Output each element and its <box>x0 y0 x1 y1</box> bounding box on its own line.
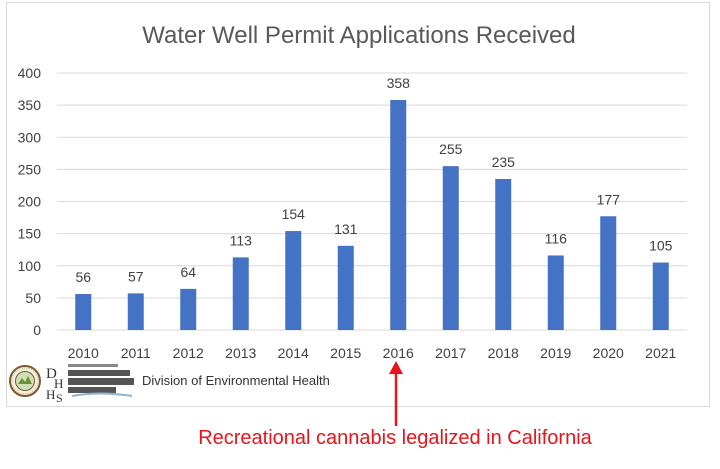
bar-2020 <box>600 216 617 330</box>
data-label-2014: 154 <box>282 206 306 222</box>
data-labels: 56 57 64 113 154 131 358 255 235 116 177 105 <box>75 75 672 285</box>
dhhs-logo: D H H S <box>8 358 138 405</box>
data-label-2018: 235 <box>492 154 516 170</box>
y-tick-label: 300 <box>18 129 42 145</box>
y-tick-label: 100 <box>18 258 42 274</box>
chart-frame: Water Well Permit Applications Received … <box>6 2 710 407</box>
x-tick-label-2013: 2013 <box>225 345 256 361</box>
bar-2015 <box>337 245 354 330</box>
x-tick-label-2020: 2020 <box>593 345 624 361</box>
bar-2012 <box>180 288 197 330</box>
county-seal-icon <box>9 365 41 397</box>
y-tick-label: 50 <box>25 290 41 306</box>
svg-text:H: H <box>46 387 55 402</box>
x-tick-label-2010: 2010 <box>68 345 99 361</box>
gridlines <box>57 72 687 331</box>
bar-2010 <box>75 294 92 330</box>
x-tick-label-2017: 2017 <box>435 345 466 361</box>
y-tick-label: 400 <box>18 65 42 81</box>
x-axis-ticks: 2010 2011 2012 2013 2014 2015 2016 2017 2018 2019… <box>68 345 677 361</box>
dhhs-monogram-icon: D H H S <box>46 366 63 405</box>
bar-2014 <box>285 231 302 330</box>
bar-2019 <box>547 255 564 330</box>
bar-2013 <box>232 257 249 330</box>
y-tick-label: 250 <box>18 161 42 177</box>
svg-text:D: D <box>46 366 57 382</box>
dhhs-wordmark-icon <box>68 364 134 397</box>
bar-2021 <box>652 262 669 330</box>
data-label-2016: 358 <box>387 75 411 91</box>
data-label-2019: 116 <box>545 230 568 246</box>
x-tick-label-2019: 2019 <box>540 345 571 361</box>
annotation-arrow-icon <box>389 361 403 426</box>
x-tick-label-2011: 2011 <box>121 345 151 361</box>
bar-chart: Water Well Permit Applications Received … <box>18 22 687 361</box>
chart-title: Water Well Permit Applications Received <box>142 22 576 49</box>
division-label: Division of Environmental Health <box>142 373 330 388</box>
data-label-2011: 57 <box>128 268 144 284</box>
x-tick-label-2021: 2021 <box>645 345 676 361</box>
data-label-2012: 64 <box>180 264 196 280</box>
data-label-2013: 113 <box>230 232 253 248</box>
bar-2017 <box>442 166 459 330</box>
data-label-2010: 56 <box>75 269 91 285</box>
bar-2018 <box>495 179 512 330</box>
x-tick-label-2015: 2015 <box>330 345 361 361</box>
bar-2011 <box>127 293 144 330</box>
annotation-text: Recreational cannabis legalized in Calif… <box>198 427 592 449</box>
svg-text:S: S <box>56 391 63 404</box>
y-tick-label: 0 <box>33 322 41 338</box>
y-tick-label: 200 <box>18 194 42 210</box>
x-tick-label-2012: 2012 <box>173 345 204 361</box>
data-label-2017: 255 <box>439 141 463 157</box>
x-tick-label-2016: 2016 <box>383 345 414 361</box>
data-label-2021: 105 <box>649 238 673 254</box>
y-tick-label: 350 <box>18 97 42 113</box>
bar-2016 <box>390 99 407 330</box>
bars <box>75 99 669 330</box>
x-tick-label-2014: 2014 <box>278 345 309 361</box>
x-tick-label-2018: 2018 <box>488 345 519 361</box>
data-label-2015: 131 <box>334 221 358 237</box>
y-tick-label: 150 <box>18 226 42 242</box>
svg-text:H: H <box>54 376 63 391</box>
y-axis-ticks: 0 50 100 150 200 250 300 350 400 <box>18 65 42 338</box>
data-label-2020: 177 <box>597 191 621 207</box>
